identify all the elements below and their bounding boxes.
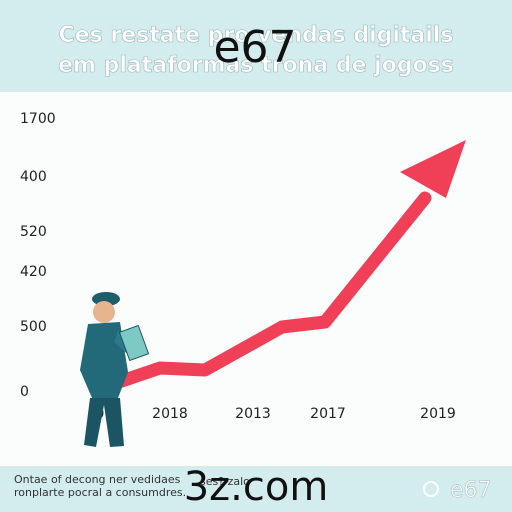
x-label: 2018 [152, 406, 188, 422]
y-label: 1700 [20, 111, 56, 127]
footer-band [0, 466, 512, 512]
person [80, 292, 150, 447]
y-label: 520 [20, 224, 47, 240]
header-band [0, 0, 512, 92]
arrow-head [400, 140, 466, 198]
title-line: Ces restate pro vendas digitails [59, 23, 454, 48]
logo-icon [423, 481, 439, 497]
x-label: 2013 [235, 406, 271, 422]
logo: e67 [450, 478, 492, 503]
watermark: 3z.com [184, 464, 329, 510]
y-labels: 1700 400 520 420 500 0 [20, 111, 56, 400]
y-label: 0 [20, 384, 29, 400]
x-label: 2017 [310, 406, 346, 422]
y-label: 420 [20, 264, 47, 280]
trend-arrow [103, 191, 432, 392]
footer-text: Ontae of decong ner vedidaes [14, 473, 181, 486]
footer-text: ronplarte pocral a consumdres. [14, 486, 186, 499]
y-label: 500 [20, 319, 47, 335]
title-line: em plataformas trona de jogoss [58, 53, 454, 78]
watermark: e67 [213, 22, 296, 73]
footer-text: ses? zalo [200, 475, 250, 488]
x-label: 2019 [420, 406, 456, 422]
y-label: 400 [20, 169, 47, 185]
